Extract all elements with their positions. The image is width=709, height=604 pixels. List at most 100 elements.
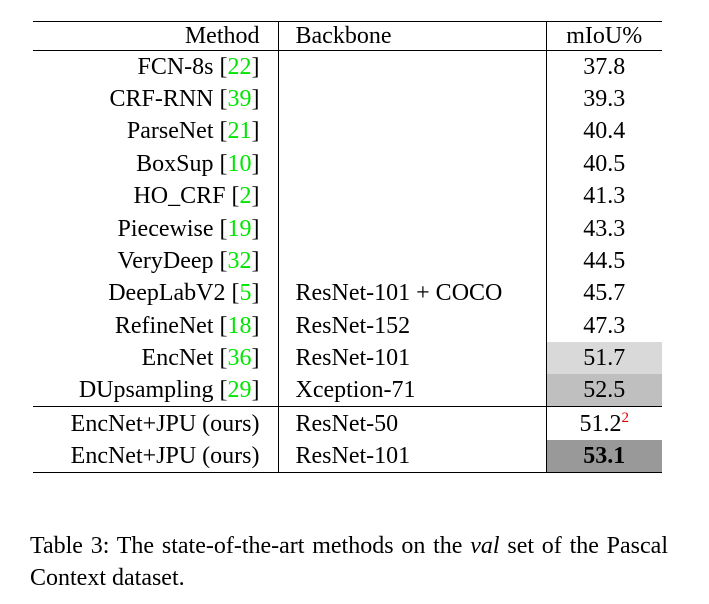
header-cell: Method [184, 23, 260, 49]
miou-value: 47.3 [583, 312, 626, 339]
table-row: EncNet+JPU (ours) ResNet-101 53.1 [33, 439, 662, 473]
miou-cell: 47.3 [545, 309, 662, 343]
method-name: Piecewise [117, 215, 214, 242]
row-group: EncNet+JPU (ours) ResNet-50 51.22 EncNet+JP… [33, 406, 662, 473]
table-row: BoxSup [10] 40.5 [33, 147, 662, 181]
backbone-cell [277, 147, 546, 181]
cite-bracket: ] [251, 345, 260, 372]
cite-bracket: [ [231, 280, 240, 307]
miou-cell: 40.5 [545, 147, 662, 181]
miou-value: 39.3 [583, 86, 626, 113]
method-name: ParseNet [126, 118, 214, 145]
backbone-cell [277, 212, 546, 245]
method-cell: EncNet+JPU (ours) [33, 407, 278, 440]
cite-bracket: [ [219, 86, 228, 113]
cite-bracket: ] [251, 280, 260, 307]
citation: 10 [227, 150, 252, 177]
method-name: CRF-RNN [109, 86, 214, 113]
citation: 29 [227, 377, 252, 404]
method-name: EncNet+JPU (ours) [70, 410, 260, 437]
caption-emphasis: val [470, 533, 500, 559]
backbone-cell: ResNet-152 [277, 309, 546, 343]
results-table: Method Backbone mIoU% FCN-8s [22] 37.8 CRF… [33, 21, 662, 473]
table-row: DUpsampling [29] Xception-71 52.5 [33, 374, 662, 407]
citation: 36 [227, 345, 252, 372]
cite-bracket: [ [219, 345, 228, 372]
miou-cell: 39.3 [545, 82, 662, 116]
backbone: ResNet-152 [295, 312, 411, 339]
cite-bracket: [ [219, 377, 228, 404]
miou-value: 53.1 [583, 443, 626, 470]
miou-cell: 53.1 [545, 439, 662, 473]
backbone: ResNet-101 [295, 345, 411, 372]
method-name: BoxSup [136, 150, 214, 177]
method-name: EncNet+JPU (ours) [70, 443, 260, 470]
method-cell: Piecewise [19] [33, 212, 278, 244]
table-row: ParseNet [21] 40.4 [33, 115, 662, 148]
backbone: ResNet-101 + COCO [295, 280, 503, 307]
citation: 21 [227, 118, 252, 145]
caption-text: set of the Pascal Context dataset. [30, 533, 668, 591]
cite-bracket: [ [219, 150, 228, 177]
backbone-cell [277, 244, 546, 278]
method-name: DUpsampling [78, 377, 214, 404]
backbone-cell [277, 82, 546, 116]
miou-cell: 45.7 [545, 277, 662, 310]
citation: 39 [227, 86, 252, 113]
miou-cell: 52.5 [545, 374, 662, 407]
backbone-cell: ResNet-101 + COCO [277, 277, 546, 310]
citation: 18 [227, 312, 252, 339]
backbone-cell [277, 50, 546, 83]
table-row: RefineNet [18] ResNet-152 47.3 [33, 309, 662, 343]
cite-bracket: ] [251, 215, 260, 242]
citation: 22 [227, 53, 252, 80]
cite-bracket: ] [251, 118, 260, 145]
citation: 32 [227, 248, 252, 275]
citation: 5 [239, 280, 252, 307]
method-cell: CRF-RNN [39] [33, 83, 278, 115]
miou-cell: 40.4 [545, 115, 662, 148]
table-row: Piecewise [19] 43.3 [33, 212, 662, 245]
method-name: VeryDeep [117, 248, 214, 275]
method-cell: HO_CRF [2] [33, 180, 278, 212]
miou-value: 37.8 [583, 53, 626, 80]
backbone-cell: ResNet-50 [277, 406, 546, 440]
table-row: CRF-RNN [39] 39.3 [33, 82, 662, 116]
cite-bracket: ] [251, 183, 260, 210]
miou-value: 40.4 [583, 118, 626, 145]
miou-value: 40.5 [583, 150, 626, 177]
header-row: Method Backbone mIoU% [33, 21, 662, 51]
cite-bracket: ] [251, 150, 260, 177]
row-group: FCN-8s [22] 37.8 CRF-RNN [39] 39.3 ParseNet … [33, 50, 662, 407]
miou-value: 43.3 [583, 215, 626, 242]
backbone-cell: ResNet-101 [277, 342, 546, 375]
cite-bracket: [ [219, 53, 228, 80]
backbone: ResNet-50 [295, 410, 399, 437]
table-row: DeepLabV2 [5] ResNet-101 + COCO 45.7 [33, 277, 662, 310]
cite-bracket: ] [251, 312, 260, 339]
cite-bracket: [ [231, 183, 240, 210]
method-cell: EncNet+JPU (ours) [33, 440, 278, 473]
caption: Table 3: The state-of-the-art methods on… [30, 530, 668, 594]
backbone-cell: Xception-71 [277, 374, 546, 407]
miou-value: 51.7 [583, 345, 626, 372]
miou-cell: 37.8 [545, 50, 662, 83]
method-name: RefineNet [114, 312, 214, 339]
miou-value: 45.7 [583, 280, 626, 307]
cite-bracket: [ [219, 215, 228, 242]
citation: 19 [227, 215, 252, 242]
cite-bracket: ] [251, 53, 260, 80]
miou-cell: 44.5 [545, 244, 662, 278]
cite-bracket: [ [219, 312, 228, 339]
method-cell: BoxSup [10] [33, 148, 278, 180]
backbone-cell [277, 180, 546, 213]
backbone-cell: ResNet-101 [277, 439, 546, 473]
miou-value: 51.2 [579, 411, 622, 438]
cite-bracket: [ [219, 118, 228, 145]
citation: 2 [239, 183, 252, 210]
miou-cell: 41.3 [545, 180, 662, 213]
method-cell: ParseNet [21] [33, 115, 278, 147]
cite-bracket: ] [251, 377, 260, 404]
cite-bracket: [ [219, 248, 228, 275]
table-row: EncNet+JPU (ours) ResNet-50 51.22 [33, 406, 662, 440]
